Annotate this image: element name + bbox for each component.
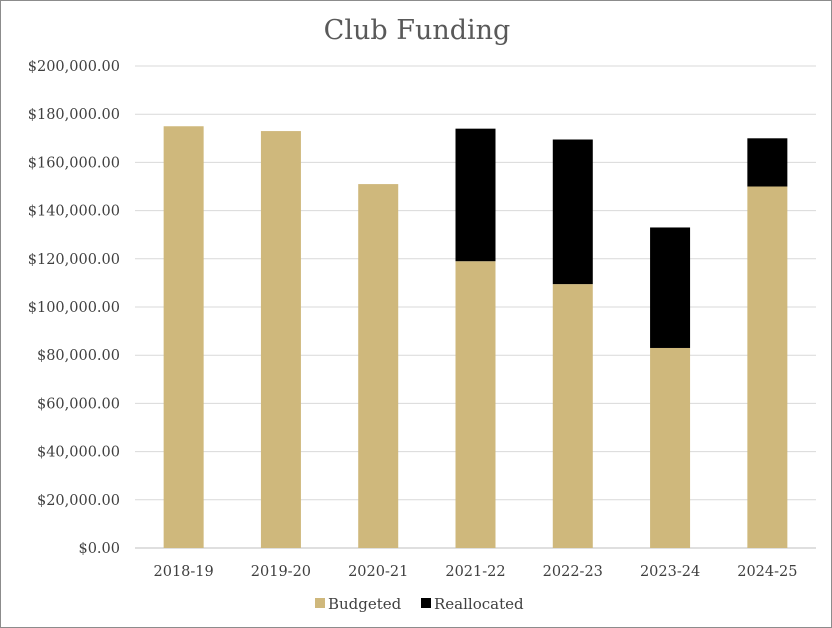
y-tick-label: $140,000.00 [28, 204, 120, 220]
x-tick-label: 2022-23 [543, 564, 603, 580]
y-tick-label: $0.00 [78, 541, 120, 557]
y-tick-label: $100,000.00 [28, 300, 120, 316]
y-tick-label: $80,000.00 [37, 348, 120, 364]
x-tick-label: 2023-24 [640, 564, 700, 580]
bar-reallocated [455, 128, 496, 262]
y-tick-label: $60,000.00 [37, 396, 120, 412]
bar-budgeted [358, 184, 399, 548]
x-tick-label: 2018-19 [154, 564, 214, 580]
y-tick-label: $200,000.00 [28, 59, 120, 75]
bar-budgeted [260, 131, 301, 548]
chart-title: Club Funding [324, 15, 511, 46]
y-axis-tick-labels: $0.00 $20,000.00 $40,000.00 $60,000.00 $80,0… [28, 59, 120, 557]
bar-budgeted [650, 347, 691, 548]
legend-label: Reallocated [434, 595, 524, 613]
bar-budgeted [455, 261, 496, 548]
bar-reallocated [747, 138, 788, 187]
legend-label: Budgeted [328, 595, 402, 613]
y-tick-label: $40,000.00 [37, 445, 120, 461]
x-tick-label: 2020-21 [348, 564, 408, 580]
bars [163, 126, 788, 548]
x-axis-tick-labels: 2018-19 2019-20 2020-21 2021-22 2022-23 2023-… [154, 564, 798, 580]
x-tick-label: 2024-25 [737, 564, 797, 580]
bar-reallocated [650, 227, 691, 348]
bar-budgeted [163, 126, 204, 548]
y-tick-label: $20,000.00 [37, 493, 120, 509]
legend-swatch-budgeted [315, 598, 325, 608]
y-tick-label: $160,000.00 [28, 155, 120, 171]
bar-budgeted [552, 284, 593, 548]
bar-reallocated [552, 139, 593, 285]
y-tick-label: $180,000.00 [28, 107, 120, 123]
legend: Budgeted Reallocated [315, 595, 524, 613]
y-tick-label: $120,000.00 [28, 252, 120, 268]
x-tick-label: 2021-22 [445, 564, 505, 580]
legend-swatch-reallocated [421, 598, 431, 608]
x-tick-label: 2019-20 [251, 564, 311, 580]
bar-budgeted [747, 186, 788, 548]
